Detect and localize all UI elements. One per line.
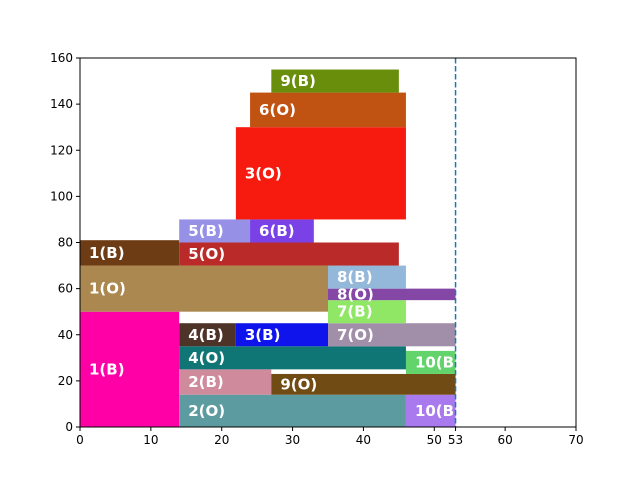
y-tick-label-0: 0 [65,420,73,434]
x-tick-label-5: 50 [427,433,442,447]
bar-label-14: 1(B) [89,244,125,262]
bar-label-4: 9(O) [280,375,317,393]
bar-16 [179,219,251,243]
bar-label-9: 7(O) [337,326,374,344]
y-tick-label-2: 40 [58,328,73,342]
bar-18 [235,127,406,220]
bar-label-8: 3(B) [245,326,281,344]
bar-label-19: 6(O) [259,101,296,119]
bar-7 [179,323,236,347]
bar-label-7: 4(B) [188,326,224,344]
y-tick-label-6: 120 [50,143,73,157]
y-tick-label-4: 80 [58,236,73,250]
bar-2 [405,394,456,427]
y-axis: 0 20 40 60 80 100 120 140 160 [50,51,80,434]
y-tick-label-5: 100 [50,189,73,203]
bar-label-1: 2(O) [188,402,225,420]
y-tick-label-3: 60 [58,282,73,296]
bar-8 [235,323,328,347]
bar-9 [328,323,456,347]
bar-12 [328,288,456,301]
bar-label-16: 5(B) [188,222,224,240]
x-tick-label-3: 30 [285,433,300,447]
bar-label-15: 5(O) [188,245,225,263]
bar-3 [179,369,272,395]
bar-label-5: 10(B) [415,353,461,371]
bar-label-3: 2(B) [188,373,224,391]
bar-19 [250,92,406,128]
bar-10 [328,300,406,324]
x-tick-label-0: 0 [76,433,84,447]
bar-1 [179,394,406,427]
x-tick-label-8: 70 [568,433,583,447]
y-tick-label-1: 20 [58,374,73,388]
bar-label-13: 8(B) [337,268,373,286]
bar-label-12: 8(O) [337,285,374,303]
bar-17 [250,219,314,243]
x-tick-label-1: 10 [143,433,158,447]
bar-labels-layer: 1(B) 2(O) 10(B) 2(B) 9(O) 10(B) 4(O) 4(B) 3(B) 7(… [89,72,461,420]
bar-5 [405,350,456,374]
bar-label-20: 9(B) [280,72,316,90]
x-tick-label-7: 60 [498,433,513,447]
bar-label-10: 7(B) [337,303,373,321]
y-tick-label-8: 160 [50,51,73,65]
bar-label-2: 10(B) [415,402,461,420]
y-tick-label-7: 140 [50,97,73,111]
x-tick-label-2: 20 [214,433,229,447]
bar-15 [179,242,399,266]
bar-0 [80,311,180,427]
bar-11 [80,265,328,312]
bar-label-0: 1(B) [89,360,125,378]
x-tick-label-6: 53 [448,433,463,447]
bar-13 [328,265,406,289]
bar-6 [179,346,406,370]
bar-label-17: 6(B) [259,222,295,240]
x-axis: 0 10 20 30 40 50 53 60 70 [76,427,584,447]
bars-layer [80,69,456,427]
bar-4 [271,373,456,395]
bar-20 [271,69,399,93]
bar-label-11: 1(O) [89,280,126,298]
bar-14 [80,240,180,266]
bar-label-18: 3(O) [245,164,282,182]
bar-label-6: 4(O) [188,349,225,367]
x-tick-label-4: 40 [356,433,371,447]
